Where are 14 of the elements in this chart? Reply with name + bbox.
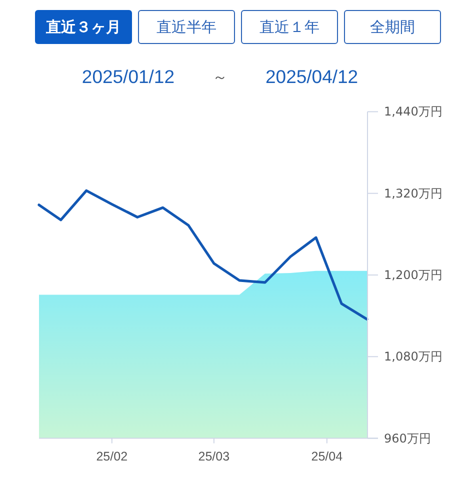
y-tick-label: 1,440万円 <box>384 104 442 119</box>
text: 直近３ヶ月 <box>35 10 132 44</box>
y-tick-label: 1,080万円 <box>384 350 442 364</box>
line-series <box>38 189 368 321</box>
text: 直近半年 <box>138 10 235 44</box>
text: 2025/01/12 ～ 2025/04/12 <box>82 66 358 87</box>
x-tick-label: 25/04 <box>311 449 343 464</box>
y-tick-label: 1,200万円 <box>384 268 442 282</box>
text: 直近１年 <box>241 10 338 44</box>
text: 全期間 <box>344 10 441 44</box>
x-tick-label: 25/02 <box>96 449 128 464</box>
x-tick-label: 25/03 <box>198 449 230 464</box>
y-tick-label: 960万円 <box>384 431 431 446</box>
y-tick-label: 1,320万円 <box>384 186 442 200</box>
